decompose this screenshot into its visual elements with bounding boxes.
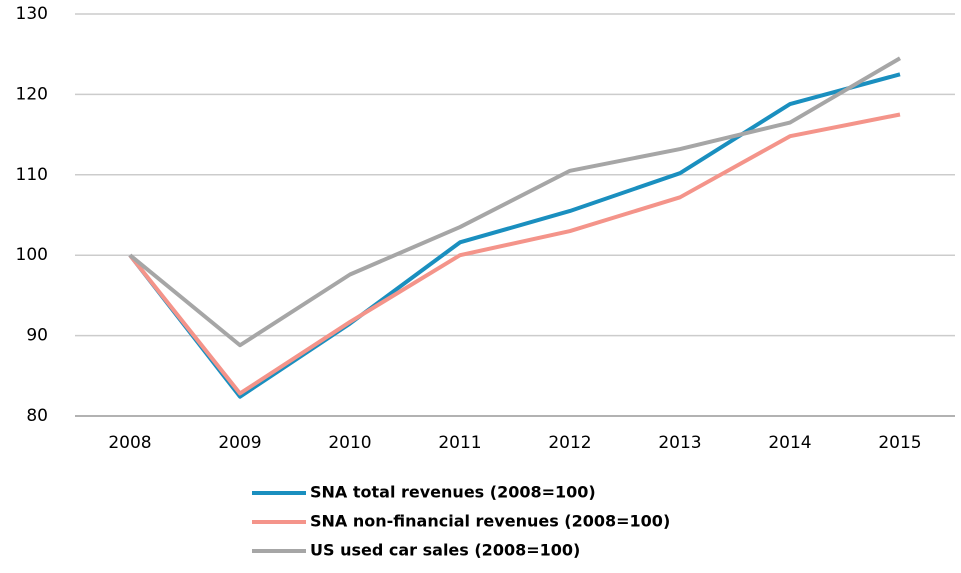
x-tick-label: 2015 [878,433,921,453]
x-tick-label: 2009 [218,433,261,453]
x-tick-label: 2008 [108,433,151,453]
x-tick-label: 2010 [328,433,371,453]
line-series [128,72,901,399]
legend-label: SNA non-financial revenues (2008=100) [310,512,670,531]
line-series [128,56,902,348]
y-tick-label: 110 [16,165,48,185]
y-tick-label: 90 [26,326,48,346]
y-tick-label: 100 [16,245,48,265]
y-tick-label: 130 [16,4,48,24]
y-tick-label: 80 [26,406,48,426]
legend-label: US used car sales (2008=100) [310,541,580,560]
line-series [128,112,901,396]
x-tick-label: 2013 [658,433,701,453]
y-tick-label: 120 [16,84,48,104]
x-tick-label: 2014 [768,433,811,453]
x-tick-label: 2011 [438,433,481,453]
legend-label: SNA total revenues (2008=100) [310,483,596,502]
x-tick-label: 2012 [548,433,591,453]
